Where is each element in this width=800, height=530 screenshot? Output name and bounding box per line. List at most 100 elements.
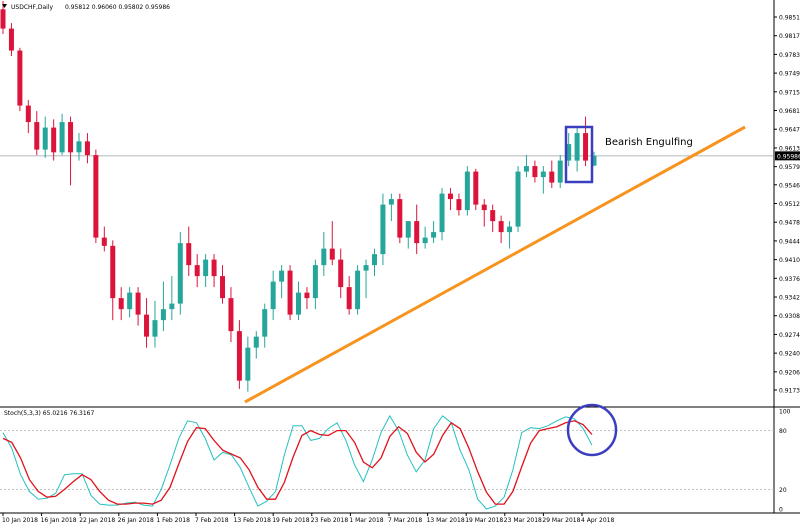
candle-body [456,199,462,211]
stoch-tick-label: 100 [779,409,791,416]
candle-body [515,171,521,227]
time-tick-label: 23 Feb 2018 [311,517,349,524]
time-tick-label: 19 Mar 2018 [465,517,503,524]
candle-body [481,204,487,211]
stoch-title: Stoch(5,3,3) 65.0216 76.3167 [4,410,95,417]
candle-body [279,270,285,282]
candle-body [507,226,513,233]
candle-body [540,171,546,178]
candle-body [498,221,504,233]
candle-body [591,155,597,166]
stoch-layer: 100 80 20 0 [0,409,791,514]
stoch-k-line [2,414,593,510]
candle-body [118,298,124,310]
stoch-tick-label: 80 [779,428,787,435]
candle-body [84,141,90,156]
time-tick-label: 7 Feb 2018 [195,517,229,524]
candle-body [439,193,445,233]
candles-layer [0,1,597,392]
candle-body [127,292,133,310]
dropdown-icon[interactable] [2,4,7,8]
candle-body [447,193,453,200]
candle-body [329,248,335,260]
candle-body [464,171,470,211]
time-tick-label: 29 Mar 2018 [542,517,580,524]
candle-body [338,259,344,288]
time-tick-label: 13 Mar 2018 [427,517,465,524]
time-tick-label: 4 Apr 2018 [581,517,614,524]
candle-body [304,292,310,299]
time-tick-label: 7 Mar 2018 [388,517,422,524]
candle-body [346,287,352,310]
candle-body [380,204,386,255]
candle-body [152,320,158,337]
candle-body [532,166,538,178]
time-tick-label: 19 Feb 2018 [272,517,310,524]
candle-body [17,50,23,106]
candle-body [245,347,251,381]
time-tick-label: 16 Jan 2018 [41,517,77,524]
candle-body [144,314,150,337]
candle-body [431,232,437,238]
candle-body [355,270,361,310]
candle-body [270,281,276,310]
candle-body [321,248,327,266]
candle-body [296,292,301,315]
candle-body [228,298,234,332]
candle-body [110,245,116,299]
candle-body [566,144,572,161]
candle-body [42,127,48,150]
candle-body [549,171,555,183]
candle-body [253,336,259,348]
candle-body [388,199,394,205]
candle-body [101,237,107,246]
time-tick-label: 10 Jan 2018 [2,517,38,524]
candle-body [169,303,175,310]
ohlc-readout: 0.95812 0.96060 0.95802 0.95986 [65,4,170,11]
time-tick-label: 1 Mar 2018 [349,517,383,524]
candle-body [76,141,82,153]
candle-body [203,259,209,277]
time-tick-label: 22 Jan 2018 [79,517,115,524]
candle-body [160,309,166,321]
candle-body [422,237,428,244]
candle-body [414,221,420,244]
current-price-tag [775,151,800,161]
candle-body [397,199,403,238]
candle-body [557,160,563,183]
stoch-d-line [2,420,593,505]
candle-body [186,243,192,266]
chart-title: USDCHF,Daily [11,4,54,11]
candle-body [135,292,141,315]
pattern-label: Bearish Engulfing [605,137,693,148]
candle-body [194,265,200,277]
candle-body [177,243,183,304]
candle-body [34,122,40,150]
candle-body [220,276,226,299]
stoch-tick-label: 20 [779,487,787,494]
candle-body [583,133,589,161]
candle-body [371,254,377,266]
overlay-layer [244,125,746,457]
